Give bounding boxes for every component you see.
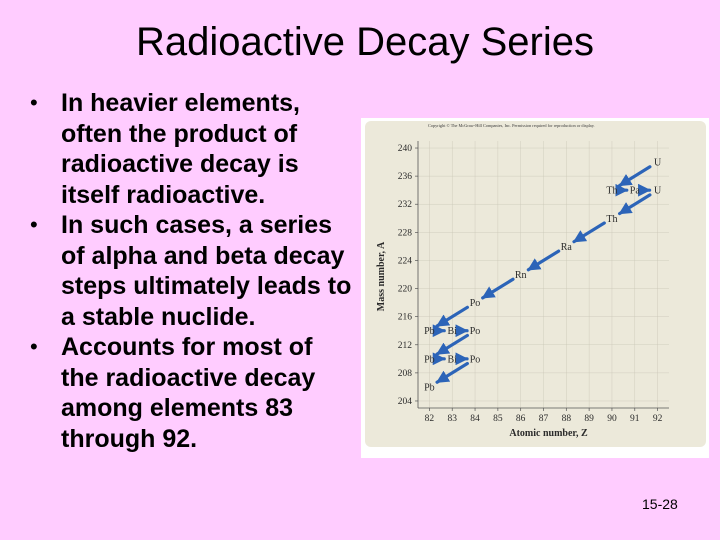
y-tick-label: 216 (398, 313, 413, 323)
x-tick-label: 83 (447, 414, 457, 424)
x-tick-label: 91 (630, 414, 640, 424)
bullet-text: In heavier elements, often the product o… (61, 89, 301, 209)
nuclide-label: Pb (424, 354, 435, 365)
copyright-note: Copyright © The McGraw-Hill Companies, I… (428, 123, 595, 129)
y-tick-label: 232 (398, 200, 413, 210)
x-tick-label: 84 (470, 414, 480, 424)
bullet-item: • In such cases, a series of alpha and b… (26, 210, 356, 332)
x-tick-label: 90 (607, 414, 617, 424)
alpha-decay-arrow (618, 165, 652, 188)
alpha-decay-arrow (435, 361, 469, 384)
chart-panel (365, 121, 706, 447)
nuclide-label: U (654, 186, 662, 197)
x-tick-label: 86 (516, 414, 526, 424)
y-tick-label: 220 (398, 285, 413, 295)
alpha-decay-arrow (618, 193, 652, 216)
y-tick-label: 240 (398, 144, 413, 154)
nuclide-label: Po (470, 298, 481, 309)
alpha-decay-arrow (435, 333, 469, 356)
slide-number: 15-28 (642, 496, 678, 512)
slide-title: Radioactive Decay Series (136, 20, 594, 64)
decay-series-figure: Copyright © The McGraw-Hill Companies, I… (361, 118, 709, 458)
y-tick-label: 204 (398, 397, 413, 407)
nuclide-label: Pb (424, 382, 435, 393)
nuclide-label: Th (606, 186, 617, 197)
alpha-decay-arrow (526, 249, 561, 272)
x-tick-label: 85 (493, 414, 503, 424)
y-axis-title: Mass number, A (376, 241, 387, 311)
x-tick-label: 92 (653, 414, 663, 424)
bullet-dot: • (30, 90, 38, 115)
nuclide-label: Pa (630, 186, 641, 197)
bullet-dot: • (30, 334, 38, 359)
nuclide-label: Bi (448, 354, 458, 365)
bullet-text: Accounts for most of the radioactive dec… (61, 333, 316, 453)
bullet-list: • In heavier elements, often the product… (26, 88, 356, 454)
alpha-decay-arrow (481, 277, 515, 300)
y-tick-label: 236 (398, 172, 413, 182)
x-tick-label: 88 (562, 414, 572, 424)
nuclide-label: Ra (561, 242, 573, 253)
alpha-decay-arrow (435, 305, 469, 328)
x-axis-title: Atomic number, Z (509, 428, 588, 439)
nuclide-label: Th (606, 214, 617, 225)
y-tick-label: 228 (398, 228, 413, 238)
nuclide-label: Bi (448, 326, 458, 337)
y-tick-label: 212 (398, 341, 413, 351)
bullet-item: • Accounts for most of the radioactive d… (26, 332, 356, 454)
y-tick-label: 208 (398, 369, 413, 379)
alpha-decay-arrow (572, 221, 606, 244)
nuclide-label: Rn (515, 270, 527, 281)
nuclide-label: Pb (424, 326, 435, 337)
x-tick-label: 87 (539, 414, 549, 424)
x-tick-label: 82 (425, 414, 435, 424)
bullet-item: • In heavier elements, often the product… (26, 88, 356, 210)
nuclide-label: Po (470, 354, 481, 365)
nuclide-label: Po (470, 326, 481, 337)
decay-series-chart: Copyright © The McGraw-Hill Companies, I… (365, 121, 706, 447)
bullet-dot: • (30, 212, 38, 237)
x-tick-label: 89 (584, 414, 594, 424)
nuclide-label: U (654, 158, 662, 169)
bullet-text: In such cases, a series of alpha and bet… (61, 211, 352, 331)
y-tick-label: 224 (398, 256, 413, 266)
